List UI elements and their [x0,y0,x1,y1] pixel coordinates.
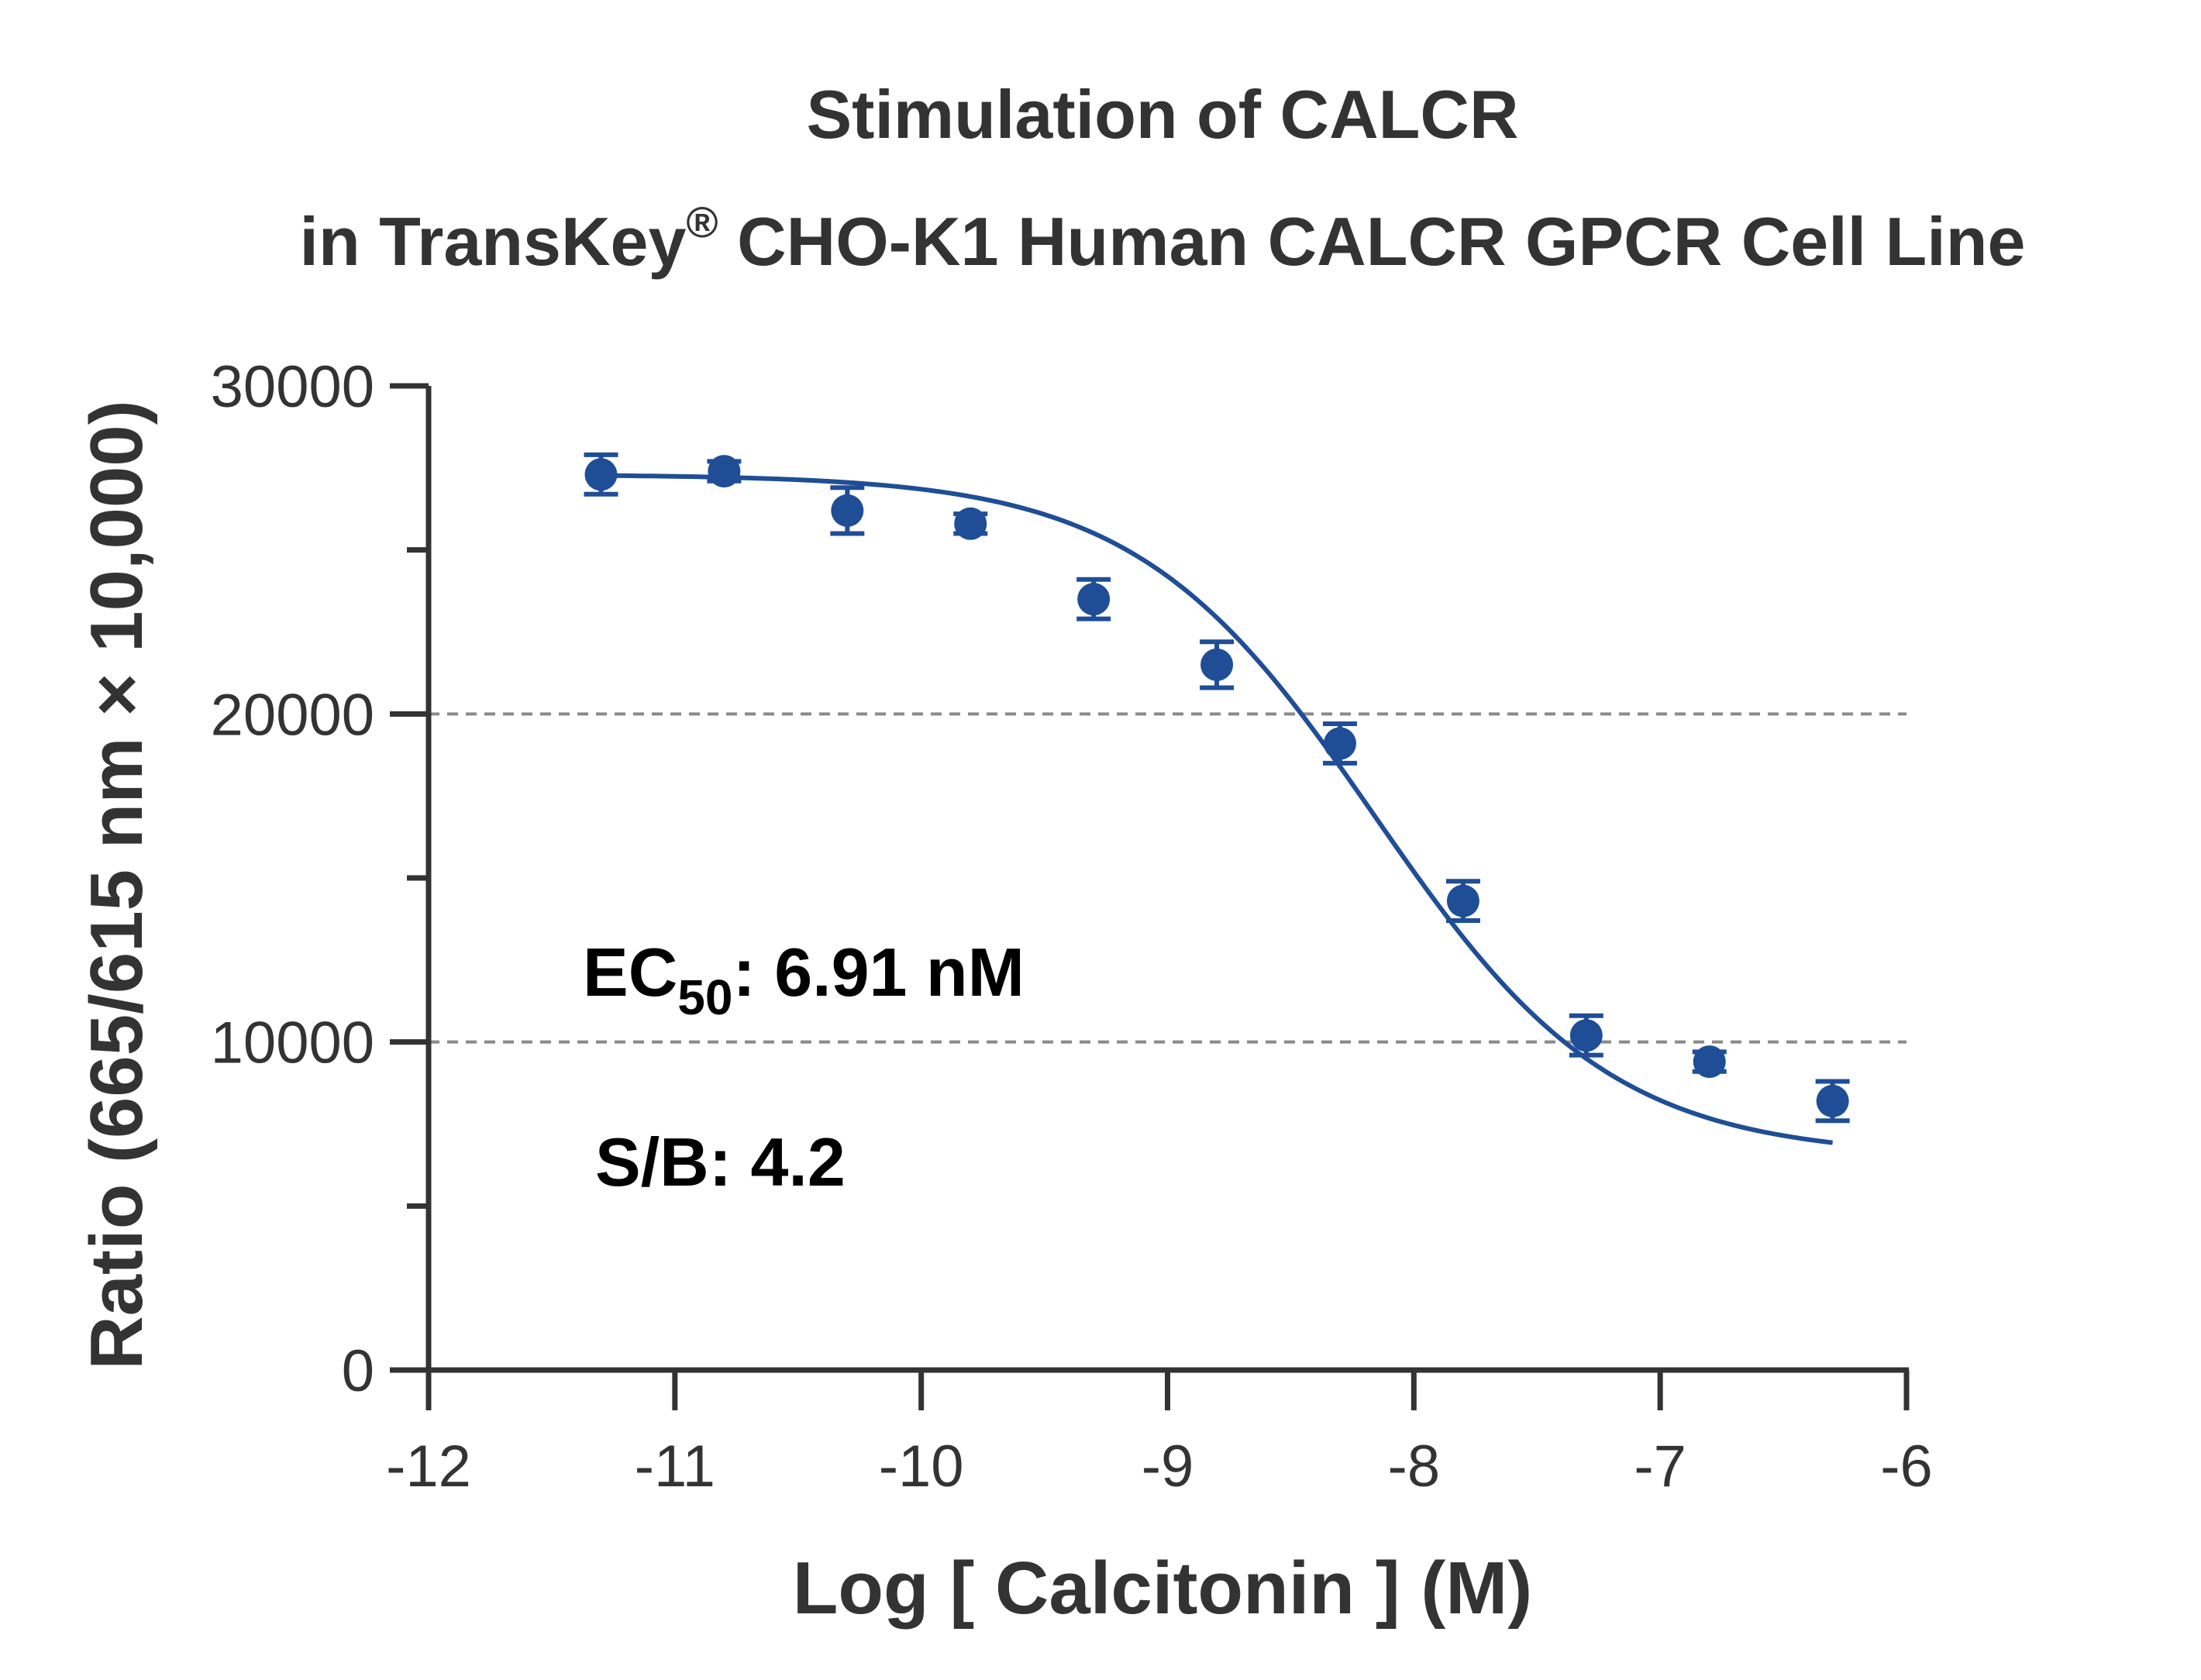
data-point-group [953,507,988,540]
x-tick-label: -7 [1634,1434,1686,1499]
data-point [1323,727,1356,760]
chart-title-line1: Stimulation of CALCR [806,76,1518,153]
data-point-group [707,455,742,488]
data-point [1200,648,1234,681]
data-point [954,507,987,540]
ec50-annotation: EC50: 6.91 nM [583,934,1025,1025]
data-point [1569,1019,1603,1052]
y-axis-label: Ratio (665/615 nm × 10,000) [75,400,158,1369]
data-point-group [584,452,618,497]
x-tick-label: -11 [635,1434,715,1499]
data-point-group [1815,1079,1850,1124]
data-point [708,455,741,488]
x-axis-label: Log [ Calcitonin ] (M) [793,1547,1532,1630]
data-point [1816,1084,1849,1117]
x-tick-label: -12 [386,1434,471,1499]
fit-curve-layer [601,473,1834,1145]
data-point-group [1322,721,1357,766]
title-line2-prefix: in TransKey [300,203,687,280]
ec50-prefix: EC [583,934,677,1010]
y-tick-label: 20000 [211,682,374,748]
sb-annotation: S/B: 4.2 [595,1124,846,1200]
data-point-group [1692,1045,1727,1079]
fit-curve [601,473,1834,1145]
data-point [1446,884,1479,917]
x-tick-label: -10 [879,1434,964,1499]
data-points-layer [584,452,1850,1124]
ec50-value: : 6.91 nM [732,934,1025,1010]
registered-mark: ® [686,198,718,246]
ec50-subscript: 50 [677,969,732,1025]
data-point-group [1569,1013,1603,1058]
data-point [1077,583,1111,616]
x-tick-label: -6 [1880,1434,1933,1499]
x-tick-label: -8 [1388,1434,1441,1499]
chart-title-line2: in TransKey® CHO-K1 Human CALCR GPCR Cel… [300,198,2026,280]
title-line2-suffix: CHO-K1 Human CALCR GPCR Cell Line [718,203,2026,280]
y-tick-label: 0 [342,1338,374,1404]
data-point-group [1445,879,1480,924]
axes: -12 -11 -10 -9 -8 -7 -6 0 10000 20000 30000 [211,354,1933,1499]
data-point-group [830,485,865,536]
y-tick-label: 10000 [211,1010,374,1076]
data-point [831,494,864,527]
data-point-group [1076,577,1111,621]
data-point [584,458,618,491]
x-tick-label: -9 [1142,1434,1194,1499]
data-point-group [1200,639,1235,690]
gridlines [429,712,1906,1044]
data-point [1693,1045,1726,1079]
y-tick-label: 30000 [211,354,374,420]
